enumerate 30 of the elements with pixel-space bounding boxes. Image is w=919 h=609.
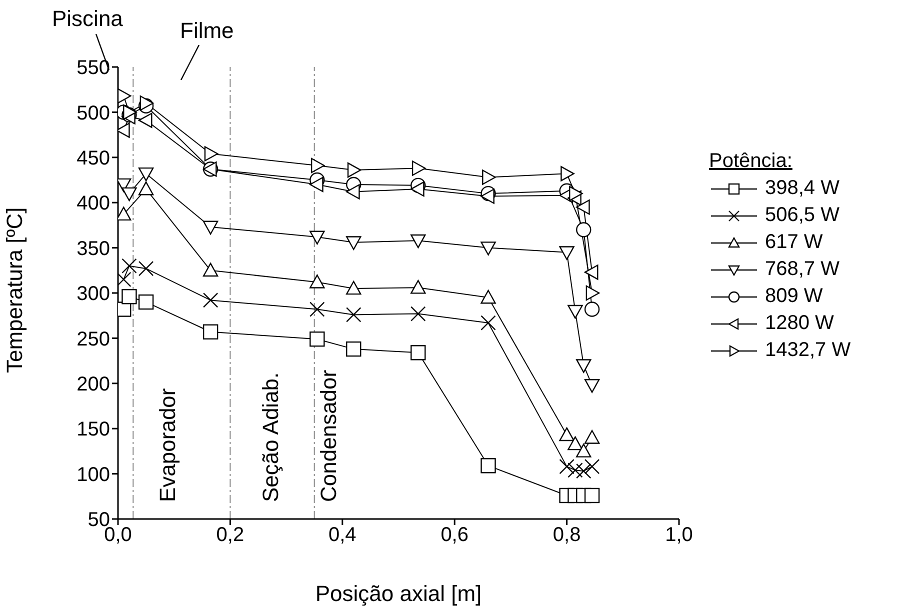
legend-label: 1432,7 W bbox=[765, 339, 851, 362]
y-tick-label: 500 bbox=[76, 102, 110, 124]
text: Piscina bbox=[52, 6, 123, 32]
y-tick-label: 100 bbox=[76, 464, 110, 486]
legend-label: 506,5 W bbox=[765, 204, 840, 227]
x-tick-label: 0,4 bbox=[328, 524, 356, 546]
annotation: Seção Adiab. bbox=[258, 372, 284, 502]
annotation: Evaporador bbox=[155, 388, 181, 502]
y-tick-label: 200 bbox=[76, 374, 110, 396]
x-tick-label: 0,8 bbox=[552, 524, 581, 546]
legend-label: 809 W bbox=[765, 285, 823, 308]
y-tick-label: 300 bbox=[76, 283, 110, 306]
legend-label: 768,7 W bbox=[765, 258, 840, 281]
y-tick-label: 250 bbox=[76, 328, 110, 350]
x-axis-title: Posição axial [m] bbox=[315, 581, 482, 606]
y-tick-label: 150 bbox=[76, 418, 110, 441]
legend-label: 617 W bbox=[765, 231, 823, 254]
y-tick-label: 350 bbox=[76, 238, 110, 260]
y-tick-label: 400 bbox=[76, 192, 110, 215]
legend-label: 398,4 W bbox=[765, 177, 840, 200]
text: Filme bbox=[180, 18, 234, 44]
legend-label: 1280 W bbox=[765, 312, 834, 335]
x-tick-label: 1,0 bbox=[665, 524, 693, 546]
y-axis-title: Temperatura [ºC] bbox=[2, 207, 27, 373]
x-tick-label: 0,2 bbox=[216, 524, 244, 546]
legend-title: Potência: bbox=[709, 150, 794, 173]
y-tick-label: 450 bbox=[76, 148, 110, 170]
x-tick-label: 0,6 bbox=[440, 524, 469, 546]
y-tick-label: 550 bbox=[76, 57, 110, 80]
annotation: Condensador bbox=[316, 370, 342, 502]
